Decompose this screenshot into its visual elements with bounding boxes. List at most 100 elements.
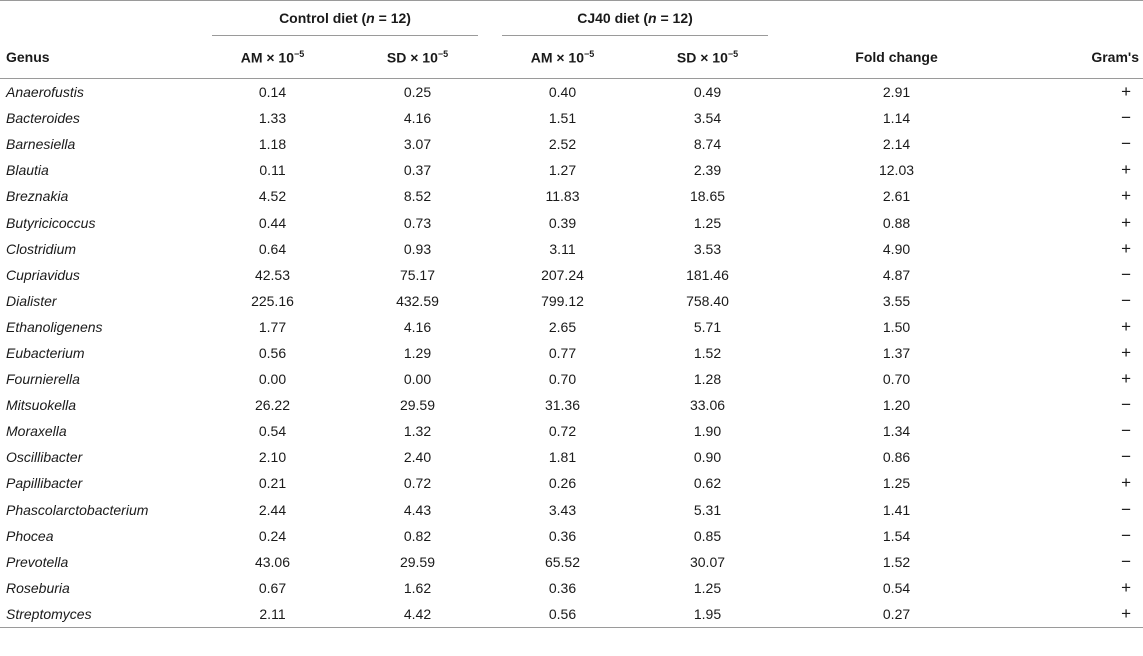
column-header-gram: Gram's [1013,36,1143,79]
cell-am-control: 0.54 [258,423,287,440]
column-header-am-control: AM × 10−5 [200,36,345,79]
table-row: Blautia 0.11 0.37 1.27 2.39 12.03 + [0,157,1143,183]
cell-am-cj40: 0.39 [548,214,577,231]
cell-sd-control: 0.25 [403,84,432,101]
cell-genus: Cupriavidus [6,266,80,283]
cell-fold-change: 0.88 [882,214,911,231]
cell-genus: Fournierella [6,371,80,388]
table-row: Eubacterium 0.56 1.29 0.77 1.52 1.37 + [0,340,1143,366]
cell-gram: − [1121,525,1132,545]
cell-fold-change: 0.70 [882,371,911,388]
cell-sd-control: 432.59 [396,292,439,309]
cell-fold-change: 1.52 [882,553,911,570]
cell-am-control: 2.11 [200,600,345,628]
cell-fold-change: 1.34 [882,423,911,440]
cell-gram: − [1121,134,1132,154]
cell-sd-cj40: 0.85 [693,527,722,544]
cell-am-cj40: 0.70 [548,371,577,388]
genus-abundance-table: Control diet (n = 12) CJ40 diet (n = 12)… [0,0,1143,628]
cell-gram: − [1121,447,1132,467]
table-row: Roseburia 0.67 1.62 0.36 1.25 0.54 + [0,575,1143,601]
cell-gram: + [1121,212,1132,232]
cell-gram: + [1121,238,1132,258]
cell-am-control: 1.18 [258,136,287,153]
cell-am-cj40: 2.65 [548,318,577,335]
cell-sd-cj40: 2.39 [693,162,722,179]
group-header-empty [0,0,200,36]
cell-sd-control: 4.43 [403,501,432,518]
cell-gram: − [1121,395,1132,415]
cell-sd-control: 29.59 [399,397,436,414]
cell-fold-change: 1.25 [882,475,911,492]
cell-fold-change: 1.50 [882,318,911,335]
cell-sd-cj40: 0.49 [693,84,722,101]
cell-sd-cj40: 5.31 [693,501,722,518]
cell-sd-control: 75.17 [399,266,436,283]
cell-genus: Eubacterium [6,344,85,361]
cell-genus: Streptomyces [0,600,200,628]
cell-sd-control: 1.62 [403,579,432,596]
table-row: Mitsuokella 26.22 29.59 31.36 33.06 1.20 − [0,392,1143,418]
cell-fold-change: 12.03 [878,162,915,179]
cell-am-control: 2.44 [258,501,287,518]
table-row: Moraxella 0.54 1.32 0.72 1.90 1.34 − [0,418,1143,444]
cell-fold-change: 0.54 [882,579,911,596]
cell-fold-change: 2.14 [882,136,911,153]
cell-genus: Phocea [6,527,54,544]
cell-fold-change: 4.87 [882,266,911,283]
cell-sd-cj40: 0.90 [693,449,722,466]
table-row: Papillibacter 0.21 0.72 0.26 0.62 1.25 + [0,470,1143,496]
cell-gram: + [1121,473,1132,493]
table-row: Cupriavidus 42.53 75.17 207.24 181.46 4.87 − [0,262,1143,288]
cell-sd-control: 0.37 [403,162,432,179]
cell-am-cj40: 65.52 [544,553,581,570]
cell-gram: + [1121,342,1132,362]
table-row: Prevotella 43.06 29.59 65.52 30.07 1.52 − [0,549,1143,575]
cell-fold-change: 1.14 [882,110,911,127]
cell-genus: Bacteroides [6,110,80,127]
table-row: Ethanoligenens 1.77 4.16 2.65 5.71 1.50 + [0,314,1143,340]
cell-sd-cj40: 1.25 [693,579,722,596]
group-header-control: Control diet (n = 12) [200,0,490,36]
cell-fold-change: 1.20 [882,397,911,414]
cell-sd-control: 4.16 [403,110,432,127]
cell-sd-control: 2.40 [403,449,432,466]
table-row: Phascolarctobacterium 2.44 4.43 3.43 5.31 1.4… [0,497,1143,523]
cell-am-control: 0.00 [258,371,287,388]
cell-am-control: 1.33 [258,110,287,127]
cell-sd-cj40: 30.07 [689,553,726,570]
cell-sd-control: 8.52 [403,188,432,205]
cell-genus: Clostridium [6,240,77,257]
cell-genus: Dialister [6,292,57,309]
cell-genus: Oscillibacter [6,449,83,466]
cell-genus: Mitsuokella [6,397,77,414]
cell-gram: − [1121,264,1132,284]
cell-fold-change: 1.54 [882,527,911,544]
cell-genus: Anaerofustis [6,84,84,101]
cell-am-cj40: 3.11 [549,240,576,257]
table-row: Streptomyces 2.11 4.42 0.56 1.95 0.27 + [0,600,1143,628]
table-row: Barnesiella 1.18 3.07 2.52 8.74 2.14 − [0,131,1143,157]
cell-am-cj40: 207.24 [541,266,584,283]
cell-genus: Blautia [6,162,49,179]
cell-gram: − [1121,108,1132,128]
cell-am-control: 1.77 [258,318,287,335]
cell-gram: + [1121,186,1132,206]
table-row: Dialister 225.16 432.59 799.12 758.40 3.55 − [0,288,1143,314]
table-row: Bacteroides 1.33 4.16 1.51 3.54 1.14 − [0,105,1143,131]
cell-genus: Phascolarctobacterium [6,501,149,518]
group-header-cj40: CJ40 diet (n = 12) [490,0,780,36]
cell-gram: − [1121,421,1132,441]
cell-gram: + [1013,600,1143,628]
cell-gram: − [1121,551,1132,571]
cell-genus: Breznakia [6,188,69,205]
cell-am-control: 26.22 [254,397,291,414]
cell-am-control: 43.06 [254,553,291,570]
cell-am-control: 2.10 [258,449,287,466]
cell-am-cj40: 1.81 [548,449,577,466]
cell-am-cj40: 1.51 [548,110,577,127]
top-rule [0,0,1143,1]
cell-am-control: 0.67 [258,579,287,596]
cell-am-cj40: 1.27 [548,162,577,179]
